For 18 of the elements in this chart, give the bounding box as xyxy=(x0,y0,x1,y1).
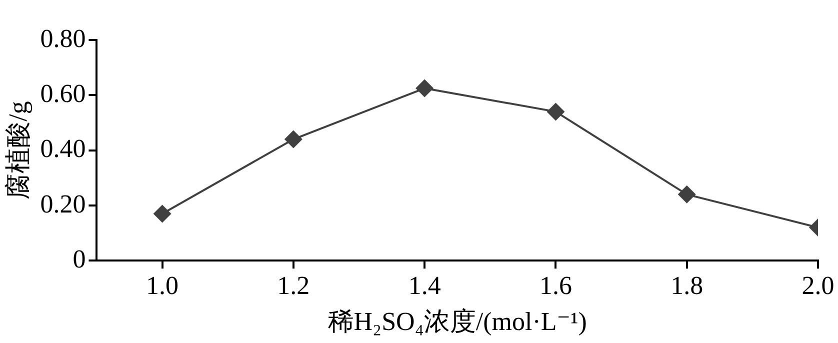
point xyxy=(153,204,172,223)
y-tick-label: 0.60 xyxy=(40,78,86,108)
point xyxy=(416,79,434,98)
x-tick-label: 1.6 xyxy=(539,271,572,300)
y-tick-label: 0.40 xyxy=(40,134,86,164)
point xyxy=(546,102,565,121)
y-tick-label: 0.20 xyxy=(40,189,86,218)
x-axis-title: 稀H₂SO₄浓度/(mol·L⁻¹) xyxy=(328,307,587,336)
point xyxy=(284,130,302,148)
point xyxy=(678,185,696,204)
x-tick-label: 1.4 xyxy=(408,271,441,300)
y-axis-title: 腐植酸/g xyxy=(3,101,32,200)
y-tick-label: 0 xyxy=(72,244,86,274)
x-tick-label: 2.0 xyxy=(802,271,834,300)
x-tick-label: 1.0 xyxy=(146,271,179,300)
y-tick-label: 0.80 xyxy=(40,24,86,53)
x-tick-label: 1.8 xyxy=(670,271,704,300)
x-tick-label: 1.2 xyxy=(277,271,310,300)
